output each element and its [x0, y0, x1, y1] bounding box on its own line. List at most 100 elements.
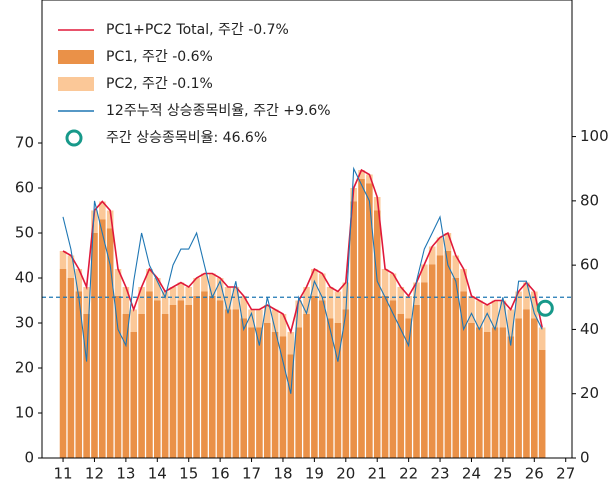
- bar: [279, 314, 287, 337]
- bar: [318, 273, 326, 301]
- x-tick-label: 23: [431, 465, 450, 483]
- x-tick-label: 21: [368, 465, 387, 483]
- marker: [536, 299, 554, 317]
- bar: [491, 327, 499, 458]
- legend-swatch: [58, 50, 94, 64]
- bar: [436, 237, 444, 256]
- bar: [531, 318, 538, 458]
- series-line: [62, 166, 543, 394]
- bar: [91, 210, 98, 233]
- bar: [240, 296, 247, 319]
- x-tick-label: 26: [525, 465, 544, 483]
- bar: [538, 327, 546, 350]
- bar: [428, 246, 436, 265]
- bar: [263, 323, 271, 458]
- legend-label: PC1, 주간 -0.6%: [106, 49, 213, 65]
- bar: [248, 309, 255, 328]
- bar: [507, 336, 515, 458]
- bar: [460, 269, 467, 292]
- bar: [138, 287, 145, 314]
- bar: [358, 179, 365, 458]
- bar: [106, 228, 114, 458]
- y2-tick-label: 60: [580, 256, 599, 274]
- bar: [468, 296, 475, 323]
- x-tick-label: 22: [399, 465, 418, 483]
- y-tick-label: 60: [15, 179, 34, 197]
- bar: [428, 264, 436, 458]
- bar: [201, 273, 208, 292]
- bar: [130, 309, 138, 332]
- bar: [413, 282, 420, 305]
- bar: [460, 291, 467, 458]
- bar: [201, 291, 208, 458]
- bar: [342, 309, 350, 458]
- bar: [161, 314, 169, 458]
- bar: [381, 296, 389, 458]
- bar: [154, 300, 161, 458]
- bar: [397, 314, 405, 458]
- y-tick-label: 50: [15, 224, 34, 242]
- legend-label: 12주누적 상승종목비율, 주간 +9.6%: [106, 103, 331, 119]
- bar: [279, 336, 287, 458]
- bar: [358, 170, 365, 179]
- legend-swatch: [58, 77, 94, 91]
- y2-tick-label: 0: [580, 449, 590, 467]
- bar: [389, 273, 397, 301]
- bar: [287, 332, 295, 355]
- x-tick-label: 15: [179, 465, 198, 483]
- bar: [193, 278, 200, 296]
- y2-tick-label: 80: [580, 191, 599, 209]
- bar: [334, 323, 342, 458]
- bar: [248, 327, 255, 458]
- y-tick-label: 70: [15, 134, 34, 152]
- bar: [256, 327, 263, 458]
- bar: [303, 287, 310, 314]
- bar: [67, 278, 75, 458]
- bar: [232, 287, 240, 310]
- y-tick-label: 40: [15, 269, 34, 287]
- bar: [216, 278, 224, 301]
- bar: [523, 282, 530, 310]
- bar: [515, 318, 522, 458]
- x-tick-label: 19: [305, 465, 324, 483]
- bar: [476, 327, 483, 458]
- bar: [444, 251, 452, 458]
- bar: [397, 287, 405, 314]
- bar: [169, 287, 177, 305]
- bar: [452, 278, 460, 458]
- bar: [59, 251, 67, 269]
- bar: [240, 318, 247, 458]
- bar: [122, 314, 130, 458]
- bar: [146, 269, 153, 292]
- x-tick-label: 25: [493, 465, 512, 483]
- bar: [67, 255, 75, 278]
- bar: [366, 174, 373, 184]
- y2-tick-label: 40: [580, 320, 599, 338]
- bar: [468, 323, 475, 458]
- bar: [436, 255, 444, 458]
- y2-tick-label: 100: [580, 127, 609, 145]
- bar: [303, 314, 310, 458]
- bar: [350, 201, 357, 458]
- y-tick-label: 20: [15, 359, 34, 377]
- bar: [185, 305, 193, 458]
- bar: [507, 309, 515, 337]
- bar: [177, 282, 185, 301]
- series-line: [62, 168, 543, 335]
- bar: [271, 309, 279, 332]
- bar: [75, 291, 83, 458]
- x-tick-label: 16: [211, 465, 230, 483]
- bar: [185, 287, 193, 305]
- legend-label: PC1+PC2 Total, 주간 -0.7%: [106, 22, 289, 38]
- bar: [83, 287, 90, 314]
- bar: [59, 269, 67, 458]
- plot-frame: [41, 0, 573, 459]
- x-tick-label: 14: [148, 465, 167, 483]
- bar: [75, 269, 83, 292]
- bar: [499, 327, 507, 458]
- x-tick-label: 18: [273, 465, 292, 483]
- x-tick-label: 27: [556, 465, 575, 483]
- y2-tick-label: 20: [580, 384, 599, 402]
- bar: [114, 269, 122, 296]
- bar: [483, 332, 491, 458]
